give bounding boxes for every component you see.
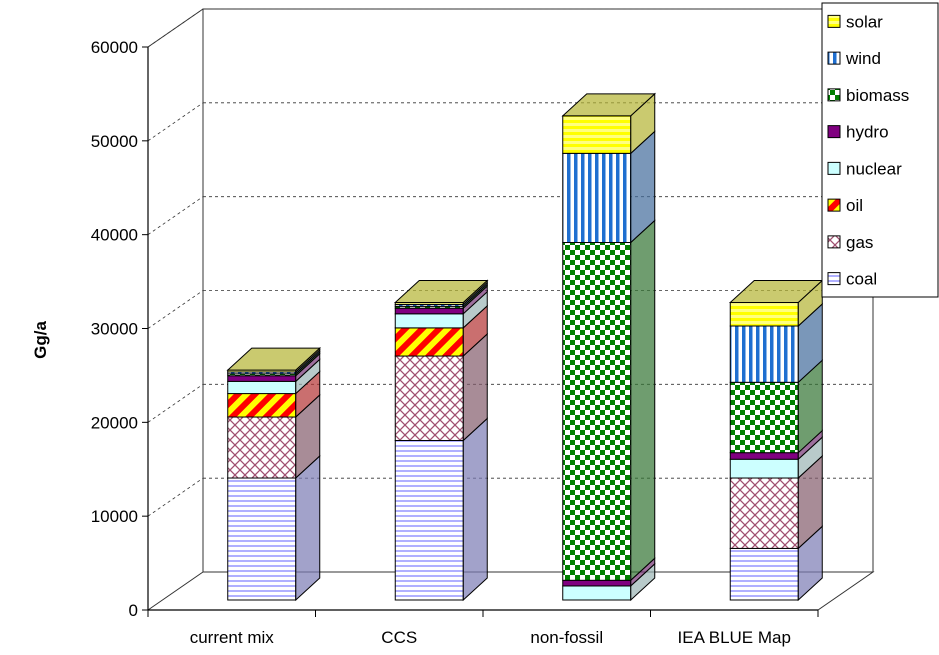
gridline-side [147, 290, 204, 329]
bar-hydro-current-mix [227, 375, 297, 382]
bar-nuclear-current-mix [227, 380, 297, 395]
legend-label-coal: coal [846, 270, 877, 289]
axes: 0 10000 20000 30000 40000 50000 60000 current m… [91, 38, 819, 647]
x-tick-label: non-fossil [530, 628, 603, 647]
gridline-side [147, 477, 204, 517]
legend-swatch-nuclear [827, 161, 841, 175]
legend-swatch-oil [827, 198, 841, 212]
legend-box [821, 2, 939, 298]
legend-label-oil: oil [846, 196, 863, 215]
legend-swatch-biomass [827, 88, 841, 102]
y-axis-label: Gg/a [31, 321, 50, 359]
x-tick-label: current mix [190, 628, 275, 647]
x-tick-label: IEA BLUE Map [678, 628, 791, 647]
bar-coal-current-mix [227, 477, 297, 601]
bar-solar-iea-blue-map [729, 302, 799, 327]
bar-solar-non-fossil [562, 115, 632, 154]
bar-biomass-non-fossil-side [630, 219, 656, 582]
gridline-side [147, 8, 204, 48]
legend-label-hydro: hydro [846, 123, 889, 142]
legend-label-nuclear: nuclear [846, 159, 902, 178]
legend-label-gas: gas [846, 233, 873, 252]
gridline-side [147, 384, 204, 423]
bar-top-ccs [393, 280, 489, 304]
bar-oil-ccs [394, 327, 464, 357]
bar-hydro-non-fossil [562, 579, 632, 587]
legend-swatch-hydro [827, 125, 841, 139]
legend-swatch-coal [827, 272, 841, 286]
bar-coal-current-mix-side [295, 454, 321, 602]
bar-stack-ccs [393, 279, 489, 602]
bar-nuclear-non-fossil [562, 585, 632, 601]
gridline-side [147, 102, 204, 142]
legend-swatch-gas [827, 235, 841, 249]
bar-nuclear-iea-blue-map [729, 458, 799, 479]
legend: solar wind biomass hydro nuclear oil gas coal [821, 2, 939, 298]
legend-swatch-solar [827, 14, 841, 28]
y-tick-label: 50000 [91, 132, 138, 151]
legend-label-solar: solar [846, 12, 883, 31]
legend-swatch-wind [827, 51, 841, 65]
bar-biomass-non-fossil [562, 241, 632, 581]
bar-nuclear-ccs [394, 313, 464, 329]
y-tick-label: 40000 [91, 226, 138, 245]
bar-coal-iea-blue-map [729, 547, 799, 601]
y-tick-label: 0 [129, 601, 138, 620]
bar-wind-non-fossil [562, 152, 632, 243]
bar-hydro-iea-blue-map [729, 452, 799, 460]
legend-label-wind: wind [845, 49, 881, 68]
bar-coal-ccs-side [462, 417, 488, 602]
bar-biomass-iea-blue-map [729, 381, 799, 454]
bar-wind-iea-blue-map [729, 325, 799, 383]
bar-top-non-fossil [561, 93, 657, 117]
y-tick-label: 20000 [91, 413, 138, 432]
x-tick-label: CCS [381, 628, 417, 647]
bar-gas-ccs [394, 355, 464, 441]
bar-gas-current-mix [227, 416, 297, 479]
bar-top-current-mix [226, 347, 322, 371]
y-tick-label: 60000 [91, 38, 138, 57]
bar-gas-iea-blue-map [729, 477, 799, 549]
bars [226, 92, 824, 602]
bar-hydro-ccs [394, 307, 464, 315]
bar-stack-iea-blue-map [728, 279, 824, 602]
bar-stack-current-mix [226, 346, 322, 602]
y-tick-label: 10000 [91, 507, 138, 526]
bar-stack-non-fossil [561, 92, 657, 602]
gridline-side [147, 196, 204, 235]
legend-label-biomass: biomass [846, 86, 909, 105]
bar-coal-ccs [394, 439, 464, 601]
y-tick-label: 30000 [91, 320, 138, 339]
bar-oil-current-mix [227, 393, 297, 418]
